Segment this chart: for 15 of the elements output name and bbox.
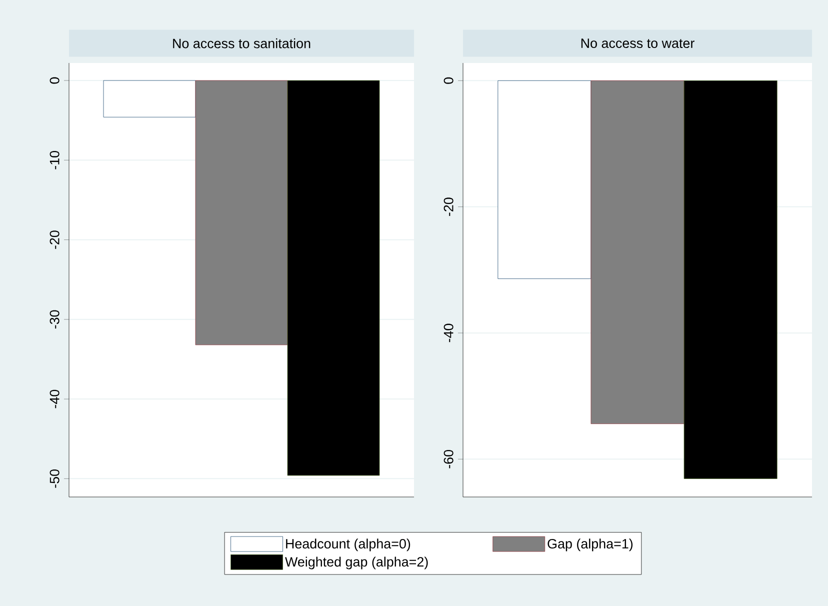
legend-label: Weighted gap (alpha=2) bbox=[285, 556, 428, 570]
y-tick-label: -40 bbox=[50, 390, 60, 408]
y-tick-label: -20 bbox=[50, 230, 60, 249]
y-tick-label: -60 bbox=[444, 450, 454, 468]
y-tick-label: 0 bbox=[50, 77, 60, 84]
legend-label: Gap (alpha=1) bbox=[548, 538, 633, 552]
y-tick-label: -10 bbox=[50, 150, 60, 170]
y-tick-label: -50 bbox=[50, 469, 60, 488]
y-tick-label: -40 bbox=[444, 324, 454, 342]
y-tick-label: -30 bbox=[50, 310, 60, 329]
y-tick-label: 0 bbox=[444, 77, 454, 84]
y-tick-label: -20 bbox=[444, 198, 454, 216]
legend-label: Headcount (alpha=0) bbox=[286, 538, 410, 552]
chart-title: No access to water bbox=[581, 38, 694, 48]
chart-title: No access to sanitation bbox=[173, 38, 310, 48]
